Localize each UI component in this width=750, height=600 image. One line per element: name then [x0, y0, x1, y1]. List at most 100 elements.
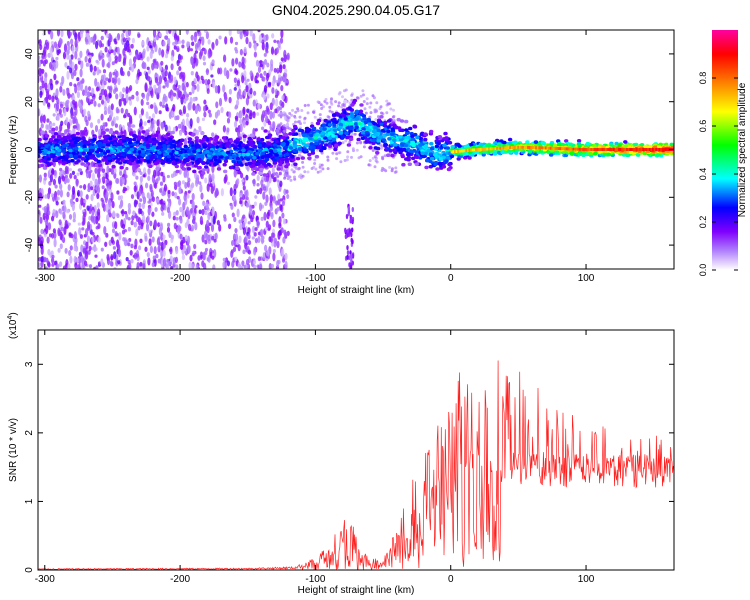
heatmap-cell [116, 46, 120, 55]
heatmap-cell [77, 137, 82, 141]
heatmap-cell [148, 84, 153, 92]
heatmap-cell [241, 75, 245, 84]
heatmap-cell [42, 212, 46, 221]
heatmap-cell [154, 104, 158, 114]
heatmap-cell [303, 121, 306, 125]
heatmap-cell [324, 97, 328, 101]
heatmap-cell [263, 211, 267, 221]
heatmap-cell [115, 106, 119, 114]
heatmap-cell [42, 99, 46, 106]
heatmap-marks [38, 30, 674, 269]
heatmap-cell [124, 174, 128, 179]
heatmap-cell [167, 222, 171, 228]
heatmap-cell [320, 107, 324, 110]
heatmap-cell [260, 235, 264, 245]
heatmap-cell [137, 225, 141, 231]
heatmap-cell [108, 93, 112, 99]
heatmap-cell [125, 108, 129, 115]
heatmap-cell [326, 167, 330, 171]
heatmap-cell [94, 178, 98, 187]
heatmap-cell [217, 67, 221, 75]
heatmap-cell [85, 155, 90, 159]
heatmap-cell [234, 256, 238, 262]
heatmap-cell [330, 97, 333, 101]
heatmap-cell [341, 103, 345, 107]
heatmap-cell [233, 194, 237, 202]
heatmap-cell [231, 58, 235, 67]
heatmap-cell [122, 237, 126, 242]
heatmap-cell [38, 237, 41, 242]
heatmap-cell [98, 128, 102, 137]
heatmap-cell [257, 30, 261, 33]
heatmap-cell [120, 210, 124, 214]
heatmap-cell [39, 195, 43, 201]
heatmap-cell [201, 171, 206, 175]
heatmap-cell [63, 205, 67, 213]
heatmap-cell [85, 39, 89, 45]
heatmap-cell [161, 49, 165, 58]
heatmap-cell [279, 61, 283, 66]
heatmap-cell [290, 113, 294, 117]
heatmap-cell [91, 246, 95, 251]
heatmap-cell [126, 44, 130, 53]
heatmap-cell [105, 191, 109, 199]
heatmap-cell [201, 260, 205, 268]
heatmap-cell [278, 216, 282, 225]
heatmap-cell [123, 114, 127, 119]
heatmap-cell [47, 53, 51, 58]
heatmap-cell [38, 127, 43, 136]
heatmap-cell [239, 123, 243, 133]
heatmap-cell [269, 194, 273, 204]
heatmap-cell [153, 84, 157, 90]
heatmap-cell [156, 119, 160, 127]
heatmap-cell [257, 65, 262, 74]
heatmap-cell [176, 45, 180, 52]
heatmap-cell [134, 238, 138, 248]
heatmap-cell [68, 167, 72, 172]
heatmap-cell [100, 74, 104, 83]
heatmap-cell [130, 124, 136, 128]
heatmap-cell [262, 252, 266, 261]
heatmap-cell [213, 238, 217, 243]
heatmap-cell [202, 252, 206, 261]
heatmap-cell [149, 45, 153, 49]
heatmap-cell [259, 187, 263, 195]
heatmap-cell [224, 93, 228, 102]
heatmap-cell [228, 111, 232, 119]
heatmap-cell [49, 174, 54, 183]
heatmap-cell [151, 262, 155, 268]
heatmap-cell [349, 264, 353, 269]
heatmap-cell [201, 168, 206, 172]
heatmap-cell [190, 34, 194, 41]
heatmap-cell [327, 115, 331, 119]
heatmap-cell [424, 165, 429, 170]
heatmap-cell [284, 231, 288, 237]
heatmap-cell [178, 185, 182, 195]
heatmap-cell [130, 220, 134, 226]
heatmap-cell [67, 121, 71, 131]
heatmap-cell [191, 193, 195, 201]
heatmap-cell [146, 215, 150, 223]
heatmap-cell [191, 224, 195, 232]
heatmap-cell [181, 39, 185, 44]
heatmap-cell [58, 37, 63, 47]
heatmap-cell [158, 75, 163, 85]
heatmap-cell [122, 223, 126, 230]
heatmap-cell [216, 167, 222, 171]
heatmap-cell [172, 215, 176, 221]
heatmap-cell [279, 122, 283, 126]
heatmap-cell [50, 30, 54, 40]
heatmap-cell [261, 126, 265, 131]
heatmap-cell [178, 225, 182, 232]
heatmap-cell [181, 208, 185, 218]
heatmap-cell [141, 61, 145, 70]
heatmap-cell [61, 175, 65, 182]
heatmap-cell [368, 105, 372, 109]
heatmap-cell [380, 111, 383, 115]
heatmap-cell [248, 82, 252, 90]
heatmap-cell [45, 96, 49, 100]
heatmap-cell [235, 57, 239, 65]
heatmap-cell [138, 202, 142, 209]
heatmap-cell [129, 250, 133, 256]
heatmap-cell [74, 32, 78, 41]
